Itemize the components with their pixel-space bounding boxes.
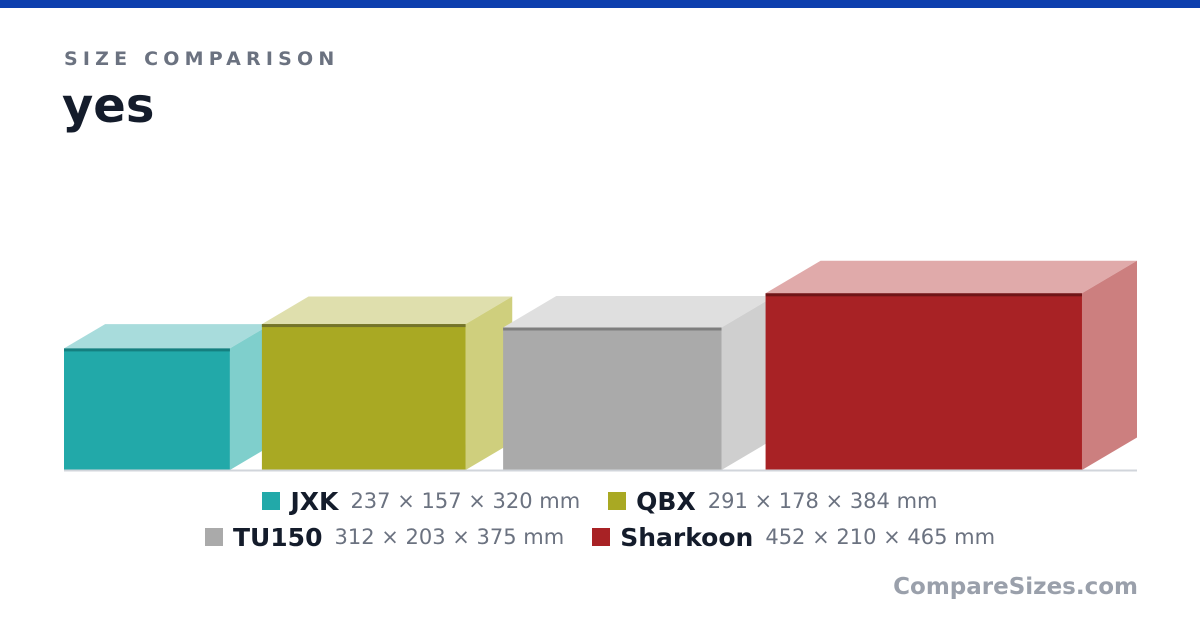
legend-swatch bbox=[262, 492, 281, 510]
legend-item: Sharkoon 452 × 210 × 465 mm bbox=[592, 523, 995, 552]
box-sharkoon bbox=[765, 260, 1137, 470]
legend-row: TU150 312 × 203 × 375 mm Sharkoon 452 × 210… bbox=[204, 522, 995, 552]
box-top-edge bbox=[64, 348, 230, 352]
legend: JXK 237 × 157 × 320 mm QBX 291 × 178 × 384 … bbox=[0, 486, 1200, 552]
box-top-edge bbox=[765, 293, 1082, 297]
box-front-face bbox=[765, 293, 1082, 470]
legend-dimensions: 237 × 157 × 320 mm bbox=[350, 489, 581, 513]
box-top-edge bbox=[503, 327, 722, 331]
chart-title: yes bbox=[62, 78, 155, 134]
box-qbx bbox=[261, 296, 513, 470]
box-top-face bbox=[261, 296, 513, 325]
legend-dimensions: 312 × 203 × 375 mm bbox=[334, 525, 565, 549]
box-front-face bbox=[64, 348, 230, 470]
box-top-face bbox=[503, 296, 775, 328]
box-side-face bbox=[721, 296, 775, 470]
box-jxk bbox=[64, 324, 272, 470]
top-accent-bar bbox=[0, 0, 1200, 8]
box-side-face bbox=[1081, 260, 1137, 470]
legend-item: QBX 291 × 178 × 384 mm bbox=[608, 486, 938, 516]
legend-row: JXK 237 × 157 × 320 mm QBX 291 × 178 × 384 … bbox=[262, 486, 938, 516]
legend-name: TU150 bbox=[232, 522, 323, 552]
box-side-face bbox=[229, 324, 272, 470]
box-front-face bbox=[503, 327, 722, 470]
legend-swatch bbox=[608, 492, 627, 510]
box-top-face bbox=[64, 324, 272, 349]
legend-swatch bbox=[592, 528, 611, 546]
legend-swatch bbox=[204, 528, 223, 546]
legend-name: Sharkoon bbox=[620, 522, 754, 552]
legend-name: QBX bbox=[636, 486, 696, 516]
box-side-face bbox=[465, 296, 513, 470]
legend-item: JXK 237 × 157 × 320 mm bbox=[262, 487, 580, 516]
box-front-face bbox=[261, 324, 466, 470]
legend-dimensions: 291 × 178 × 384 mm bbox=[707, 489, 938, 513]
box-top-edge bbox=[261, 324, 466, 328]
chart-kicker: SIZE COMPARISON bbox=[64, 48, 340, 70]
legend-name: JXK bbox=[290, 486, 339, 516]
box-tu150 bbox=[503, 296, 775, 470]
box-top-face bbox=[765, 260, 1137, 294]
legend-item: TU150 312 × 203 × 375 mm bbox=[204, 522, 565, 552]
brand-watermark: CompareSizes.com bbox=[893, 574, 1138, 600]
legend-dimensions: 452 × 210 × 465 mm bbox=[765, 525, 996, 549]
